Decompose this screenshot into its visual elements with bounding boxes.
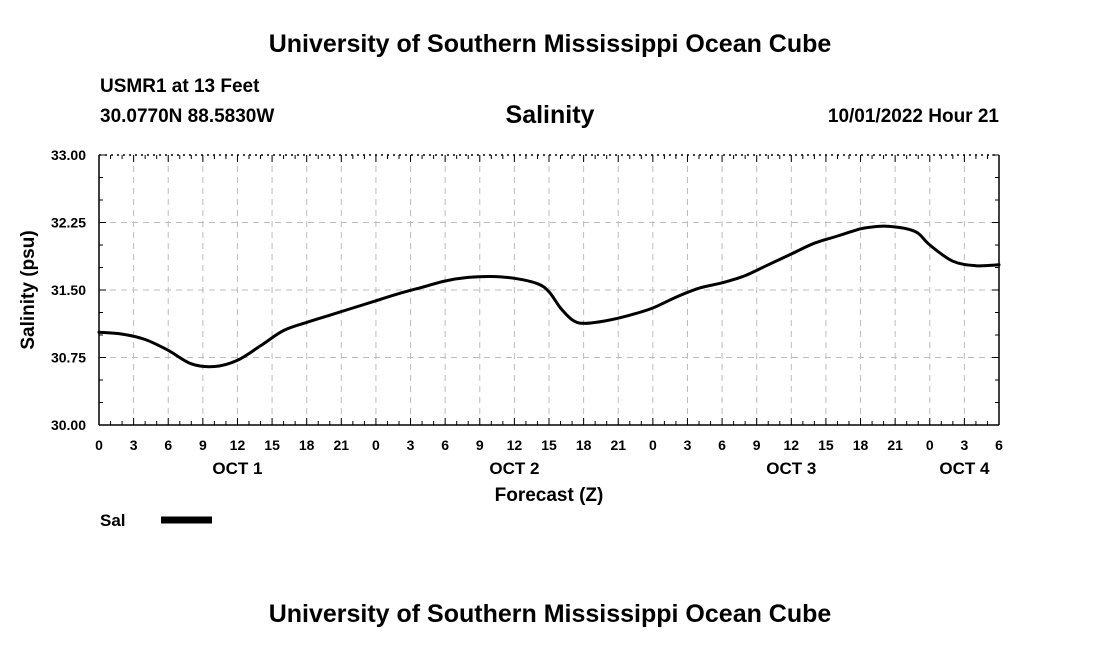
x-tick-label: 15 [541, 437, 557, 453]
x-tick-label: 3 [960, 437, 968, 453]
x-tick-label: 9 [753, 437, 761, 453]
x-axis-label: Forecast (Z) [495, 485, 604, 506]
legend-label-sal: Sal [100, 511, 126, 530]
station-label: USMR1 at 13 Feet [100, 76, 260, 97]
y-tick-label: 31.50 [51, 282, 86, 298]
x-tick-label: 15 [818, 437, 834, 453]
grid-lines [99, 155, 999, 425]
x-tick-label: 9 [199, 437, 207, 453]
x-tick-label: 6 [995, 437, 1003, 453]
station-coordinates: 30.0770N 88.5830W [100, 106, 275, 127]
y-tick-label: 30.75 [51, 350, 86, 366]
x-tick-label: 9 [476, 437, 484, 453]
x-tick-label: 0 [926, 437, 934, 453]
y-tick-label: 32.25 [51, 215, 86, 231]
x-tick-label: 0 [649, 437, 657, 453]
x-tick-label: 6 [441, 437, 449, 453]
data-series [97, 224, 1001, 369]
x-tick-label: 12 [507, 437, 523, 453]
y-axis-label: Salinity (psu) [18, 230, 39, 349]
x-tick-label: 12 [784, 437, 800, 453]
x-tick-label: 21 [610, 437, 626, 453]
x-tick-label: 18 [299, 437, 315, 453]
chart-title-bottom: University of Southern Mississippi Ocean… [268, 600, 832, 628]
x-tick-label: 0 [372, 437, 380, 453]
axes: 0 3 6 9 12 15 18 21 0 3 6 9 12 15 18 21 0 3 6 9 12 15 18 21 0 3 6O… [51, 147, 1003, 478]
x-tick-label: 12 [230, 437, 246, 453]
y-tick-label: 30.00 [51, 417, 86, 433]
x-tick-label: 3 [407, 437, 415, 453]
x-tick-label: 21 [334, 437, 350, 453]
x-tick-label: 15 [264, 437, 280, 453]
day-label: OCT 1 [212, 459, 262, 478]
x-tick-label: 18 [576, 437, 592, 453]
x-tick-label: 21 [887, 437, 903, 453]
day-label: OCT 3 [766, 459, 816, 478]
x-tick-label: 18 [853, 437, 869, 453]
x-tick-label: 0 [95, 437, 103, 453]
y-tick-label: 33.00 [51, 147, 86, 163]
chart-title-top: University of Southern Mississippi Ocean… [268, 30, 832, 58]
x-tick-label: 6 [164, 437, 172, 453]
x-tick-label: 6 [718, 437, 726, 453]
plot-title: Salinity [505, 101, 595, 129]
day-label: OCT 2 [489, 459, 539, 478]
forecast-datetime: 10/01/2022 Hour 21 [827, 106, 999, 127]
x-tick-label: 3 [684, 437, 692, 453]
day-label: OCT 4 [939, 459, 990, 478]
series-line-sal [97, 224, 1001, 369]
x-tick-label: 3 [130, 437, 138, 453]
